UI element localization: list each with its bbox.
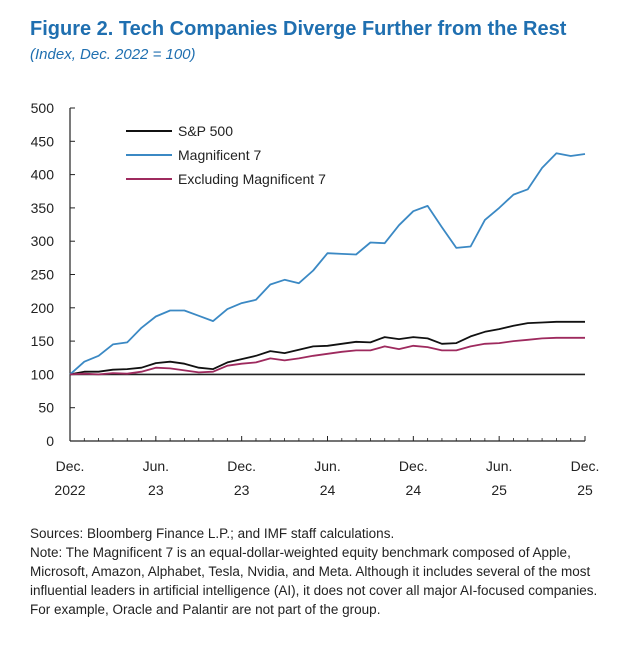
chart-series xyxy=(69,152,586,376)
x-tick-label: Dec. xyxy=(571,458,600,474)
x-tick-label: Jun. xyxy=(143,458,169,474)
chart-axes: 0 50 100 150 200 250 300 350 400 450 500 Dec. 2022 Ju… xyxy=(31,100,600,498)
x-tick-label: Dec. xyxy=(56,458,85,474)
x-tick-label: Dec. xyxy=(399,458,428,474)
y-tick-label: 0 xyxy=(46,433,54,449)
x-tick-label: 24 xyxy=(406,482,422,498)
x-tick-label: 25 xyxy=(491,482,507,498)
x-tick-label: Dec. xyxy=(227,458,256,474)
y-tick-label: 400 xyxy=(31,167,55,183)
figure-notes: Sources: Bloomberg Finance L.P.; and IMF… xyxy=(30,524,610,619)
x-tick-label: 2022 xyxy=(54,482,85,498)
series-line-s-p-500 xyxy=(69,320,585,376)
series-line-excluding-magnificent-7 xyxy=(69,336,585,376)
x-tick-label: 23 xyxy=(148,482,164,498)
y-tick-label: 300 xyxy=(31,233,55,249)
y-tick-label: 350 xyxy=(31,200,55,216)
y-tick-label: 50 xyxy=(38,400,54,416)
legend-label: Magnificent 7 xyxy=(178,147,261,163)
sources-text: Sources: Bloomberg Finance L.P.; and IMF… xyxy=(30,526,395,541)
note-text: Note: The Magnificent 7 is an equal-doll… xyxy=(30,545,598,617)
y-tick-label: 150 xyxy=(31,333,55,349)
x-tick-label: Jun. xyxy=(486,458,512,474)
y-tick-label: 100 xyxy=(31,366,55,382)
x-tick-label: Jun. xyxy=(314,458,340,474)
x-tick-label: 25 xyxy=(577,482,593,498)
y-tick-label: 450 xyxy=(31,133,55,149)
line-chart: 0 50 100 150 200 250 300 350 400 450 500 Dec. 2022 Ju… xyxy=(31,100,600,498)
x-tick-label: 23 xyxy=(234,482,250,498)
y-tick-label: 500 xyxy=(31,100,55,116)
chart-legend: S&P 500 Magnificent 7 Excluding Magnificen… xyxy=(126,123,326,187)
figure-title: Figure 2. Tech Companies Diverge Further… xyxy=(30,18,567,40)
legend-label: S&P 500 xyxy=(178,123,233,139)
y-tick-label: 250 xyxy=(31,267,55,283)
legend-label: Excluding Magnificent 7 xyxy=(178,171,326,187)
series-line-magnificent-7 xyxy=(69,152,586,376)
figure-subtitle: (Index, Dec. 2022 = 100) xyxy=(30,46,196,63)
y-tick-label: 200 xyxy=(31,300,55,316)
x-tick-label: 24 xyxy=(320,482,336,498)
